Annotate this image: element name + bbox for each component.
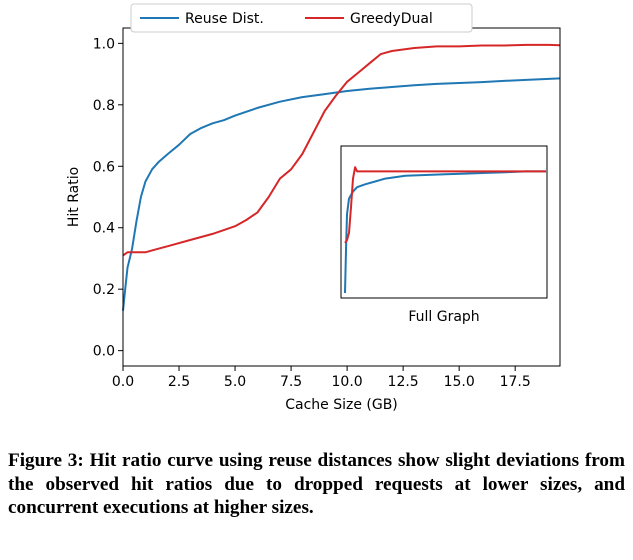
figure-caption: Figure 3: Hit ratio curve using reuse di… xyxy=(8,450,625,518)
hit-ratio-chart: 0.0 2.5 5.0 7.5 10.0 12.5 15.0 17.5 0.00.20.40.… xyxy=(66,3,561,413)
inset-label: Full Graph xyxy=(408,309,479,325)
inset-plot-lines xyxy=(344,166,546,294)
y-tick-label: 0.4 xyxy=(93,221,115,237)
legend: Reuse Dist. GreedyDual xyxy=(130,3,473,33)
y-axis-ticks: 0.0 0.2 0.4 0.6 0.8 1.0 xyxy=(93,36,123,360)
y-tick-label: 0.8 xyxy=(93,98,115,114)
x-tick-label: 2.5 xyxy=(168,374,190,390)
y-axis-label: Hit Ratio xyxy=(66,167,82,227)
series-line-1 xyxy=(122,43,561,257)
legend-label-reuse-dist: Reuse Dist. xyxy=(185,11,264,27)
legend-box xyxy=(130,3,473,33)
x-tick-label: 17.5 xyxy=(500,374,531,390)
series-line-0 xyxy=(122,77,561,311)
x-tick-label: 5.0 xyxy=(224,374,246,390)
main-plot-lines xyxy=(122,43,561,311)
y-tick-label: 0.6 xyxy=(93,159,115,175)
y-tick-label: 0.2 xyxy=(93,282,115,298)
y-tick-label: 0.0 xyxy=(93,344,115,360)
x-tick-label: 10.0 xyxy=(332,374,363,390)
y-tick-label: 1.0 xyxy=(93,36,115,52)
inset-series-line-1 xyxy=(344,166,546,244)
x-tick-label: 15.0 xyxy=(444,374,475,390)
x-tick-label: 12.5 xyxy=(388,374,419,390)
x-axis-ticks: 0.0 2.5 5.0 7.5 10.0 12.5 15.0 17.5 xyxy=(112,366,531,390)
legend-label-greedydual: GreedyDual xyxy=(350,11,433,27)
inset-plot: Full Graph xyxy=(340,145,548,325)
inset-frame xyxy=(340,145,548,299)
inset-series-line-0 xyxy=(344,170,546,294)
x-axis-label: Cache Size (GB) xyxy=(285,397,398,413)
x-tick-label: 7.5 xyxy=(280,374,302,390)
x-tick-label: 0.0 xyxy=(112,374,134,390)
